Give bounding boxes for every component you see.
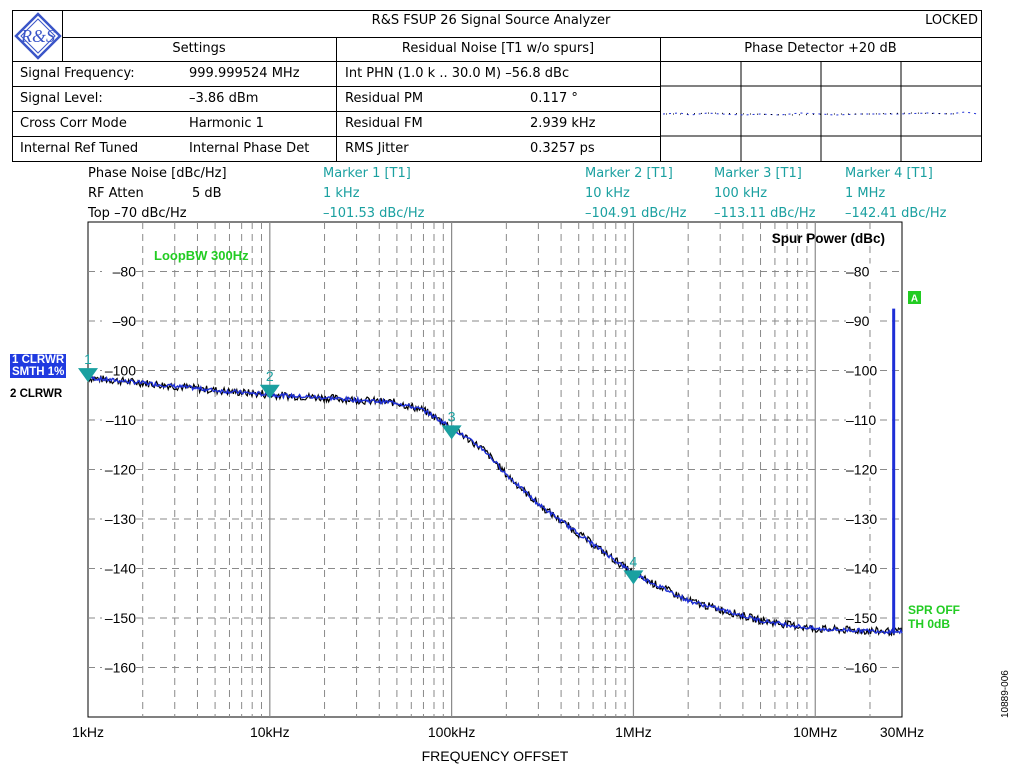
setting-label: Internal Ref Tuned bbox=[20, 141, 139, 156]
marker-number: 2 bbox=[266, 368, 274, 384]
setting-value: Internal Phase Det bbox=[189, 141, 310, 156]
setting-value: –3.86 dBm bbox=[189, 91, 259, 106]
y-tick-label-left: –120 bbox=[105, 462, 136, 478]
phase-noise-unit: Phase Noise [dBc/Hz] bbox=[88, 166, 227, 181]
figure-id: 10889-006 bbox=[1000, 670, 1011, 718]
lock-status: LOCKED bbox=[925, 13, 978, 28]
marker-number: 3 bbox=[448, 408, 456, 424]
setting-value: Harmonic 1 bbox=[189, 116, 264, 131]
marker-title: Marker 1 [T1] bbox=[323, 166, 411, 181]
spur-marker-box bbox=[908, 291, 921, 304]
svg-text:R&S: R&S bbox=[20, 26, 55, 46]
x-axis-ticks: 1kHz 10kHz 100kHz 1MHz 10MHz 30MHz bbox=[72, 724, 924, 740]
trace2-label: 2 CLRWR bbox=[10, 388, 63, 400]
spr-off-label: SPR OFF bbox=[908, 603, 960, 617]
phase-detector-header: Phase Detector +20 dB bbox=[744, 41, 897, 56]
table-divider bbox=[62, 10, 63, 62]
y-tick-label-right: –130 bbox=[846, 511, 877, 527]
residual-value: 0.117 ° bbox=[530, 91, 578, 106]
x-tick-label: 10kHz bbox=[250, 724, 290, 740]
residual-value: 0.3257 ps bbox=[530, 141, 595, 156]
y-tick-label-left: –160 bbox=[105, 660, 136, 676]
y-tick-label-left: –110 bbox=[106, 412, 136, 428]
x-tick-label: 1kHz bbox=[72, 724, 104, 740]
table-divider bbox=[336, 37, 337, 162]
x-tick-label: 1MHz bbox=[615, 724, 652, 740]
x-axis-label: FREQUENCY OFFSET bbox=[422, 748, 569, 764]
trace1-smoothing: SMTH 1% bbox=[12, 366, 65, 378]
y-tick-label-right: –90 bbox=[846, 313, 870, 329]
x-tick-label: 100kHz bbox=[428, 724, 475, 740]
setting-value: 999.999524 MHz bbox=[189, 66, 300, 81]
marker-number: 1 bbox=[84, 351, 92, 367]
marker-number: 4 bbox=[630, 553, 638, 569]
residual-label: Residual FM bbox=[345, 116, 423, 131]
marker-triangle bbox=[623, 570, 644, 585]
chart-traces bbox=[87, 308, 903, 637]
y-tick-label-right: –100 bbox=[846, 363, 877, 379]
chart-markers: 1 2 3 4 bbox=[78, 351, 644, 585]
marker-level: –101.53 dBc/Hz bbox=[323, 206, 425, 221]
settings-header: Settings bbox=[172, 41, 226, 56]
y-tick-label-left: –90 bbox=[113, 313, 137, 329]
phase-detector-plot bbox=[660, 61, 981, 162]
marker-title: Marker 3 [T1] bbox=[714, 166, 802, 181]
chart-grid bbox=[87, 221, 903, 718]
x-tick-label: 30MHz bbox=[880, 724, 924, 740]
marker-triangle bbox=[78, 368, 98, 383]
y-tick-label-right: –120 bbox=[846, 462, 877, 478]
marker-freq: 1 MHz bbox=[845, 186, 886, 201]
rf-atten-value: 5 dB bbox=[192, 186, 222, 201]
marker-triangle bbox=[259, 384, 280, 399]
rf-atten-label: RF Atten bbox=[88, 186, 144, 201]
y-axis-ticks: –80 –80 –90 –90 –100 –100 –110 –110 –120 –120 –130… bbox=[102, 263, 877, 676]
marker-level: –113.11 dBc/Hz bbox=[714, 206, 816, 221]
marker-freq: 1 kHz bbox=[323, 186, 360, 201]
residual-label: Residual PM bbox=[345, 91, 424, 106]
residual-label: Int PHN (1.0 k .. 30.0 M) –56.8 dBc bbox=[345, 66, 570, 81]
residual-label: RMS Jitter bbox=[345, 141, 409, 156]
trace1-label: 1 CLRWR SMTH 1% bbox=[10, 354, 67, 378]
residual-value: 2.939 kHz bbox=[530, 116, 596, 131]
trace-2-line bbox=[87, 375, 903, 637]
y-tick-label-right: –80 bbox=[846, 264, 870, 280]
setting-label: Signal Level: bbox=[20, 91, 103, 106]
table-divider bbox=[660, 37, 661, 162]
y-tick-label-left: –140 bbox=[105, 561, 136, 577]
trace-1-line bbox=[87, 375, 903, 635]
spur-power-label: Spur Power (dBc) bbox=[772, 231, 885, 246]
setting-label: Signal Frequency: bbox=[20, 66, 135, 81]
reference-top: Top –70 dBc/Hz bbox=[88, 206, 187, 221]
marker-freq: 100 kHz bbox=[714, 186, 768, 201]
setting-label: Cross Corr Mode bbox=[20, 116, 127, 131]
marker-level: –104.91 dBc/Hz bbox=[585, 206, 687, 221]
y-tick-label-left: –80 bbox=[113, 264, 137, 280]
marker-title: Marker 4 [T1] bbox=[845, 166, 933, 181]
y-tick-label-left: –150 bbox=[105, 610, 136, 626]
loop-bw-label: LoopBW 300Hz bbox=[154, 248, 249, 263]
y-tick-label-left: –130 bbox=[105, 511, 136, 527]
spur-marker-letter: A bbox=[911, 294, 918, 305]
table-divider bbox=[62, 37, 981, 38]
marker-level: –142.41 dBc/Hz bbox=[845, 206, 947, 221]
y-tick-label-left: –100 bbox=[105, 363, 136, 379]
y-tick-label-right: –140 bbox=[846, 561, 877, 577]
table-divider bbox=[12, 61, 981, 62]
marker-freq: 10 kHz bbox=[585, 186, 630, 201]
marker-triangle bbox=[441, 425, 462, 440]
rs-logo-icon: R&S bbox=[14, 12, 62, 60]
marker-title: Marker 2 [T1] bbox=[585, 166, 673, 181]
analyzer-title: R&S FSUP 26 Signal Source Analyzer bbox=[371, 13, 611, 28]
x-tick-label: 10MHz bbox=[793, 724, 837, 740]
y-tick-label-right: –110 bbox=[846, 412, 876, 428]
y-tick-label-right: –150 bbox=[846, 610, 877, 626]
y-tick-label-right: –160 bbox=[846, 660, 877, 676]
residual-header: Residual Noise [T1 w/o spurs] bbox=[401, 41, 595, 56]
threshold-label: TH 0dB bbox=[908, 617, 950, 631]
trace1-mode: 1 CLRWR bbox=[12, 354, 65, 366]
